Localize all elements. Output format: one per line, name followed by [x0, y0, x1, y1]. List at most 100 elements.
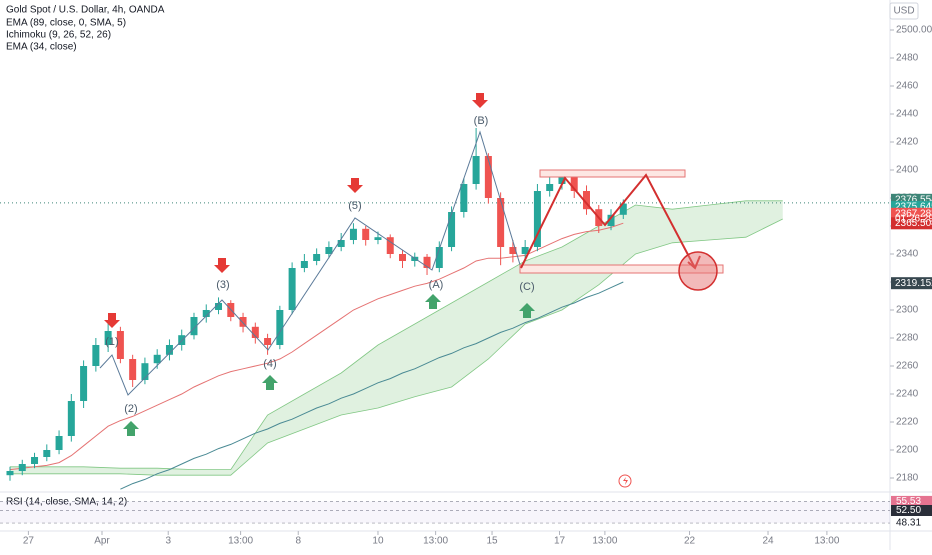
projection-path — [520, 173, 696, 269]
candle-body — [349, 228, 357, 240]
candle-body — [362, 228, 370, 240]
candle-body — [141, 363, 149, 380]
cloud-edge — [10, 218, 783, 476]
y-tick-label: 2460 — [896, 81, 919, 92]
target-circle — [678, 251, 718, 291]
wave-label: (5) — [348, 200, 361, 212]
y-tick-label: 2220 — [896, 417, 919, 428]
wave-label: (1) — [105, 336, 118, 348]
candle-body — [325, 247, 333, 254]
x-tick-label: 17 — [554, 536, 566, 547]
y-tick-label: 2400 — [896, 165, 919, 176]
candle-body — [31, 457, 39, 464]
candle-body — [276, 310, 284, 345]
rsi-badge-label: 48.31 — [896, 518, 921, 529]
rsi-band — [0, 501, 890, 524]
wave-line — [99, 130, 522, 396]
candle-body — [202, 310, 210, 317]
wave-label: (C) — [519, 281, 534, 293]
candle-body — [484, 156, 492, 198]
x-tick-label: 3 — [165, 536, 171, 547]
candle-body — [399, 254, 407, 261]
candle-body — [509, 247, 517, 254]
candle-body — [497, 198, 505, 247]
candle-body — [80, 366, 88, 401]
x-tick-label: 13:00 — [592, 536, 617, 547]
price-badge-label: 2319.152 — [895, 278, 932, 289]
candle-body — [67, 401, 75, 436]
wave-label: (A) — [429, 279, 444, 291]
indicator-label: Ichimoku (9, 26, 52, 26) — [6, 30, 111, 41]
price-badge-label: 2365.504 — [895, 218, 932, 229]
x-tick-label: 10 — [372, 536, 384, 547]
candle-body — [460, 184, 468, 212]
countdown: 01:26:29 — [895, 214, 932, 225]
y-tick-label: 2420 — [896, 137, 919, 148]
candle-body — [165, 345, 173, 355]
candle-body — [607, 214, 615, 226]
wave-label: (2) — [124, 403, 137, 415]
candle-body — [582, 191, 590, 210]
wave-label: (B) — [474, 115, 489, 127]
y-tick-label: 2500.000 — [896, 25, 932, 36]
candle-body — [116, 331, 124, 359]
candle-body — [264, 338, 272, 345]
candle-body — [374, 237, 382, 240]
wave-label: (4) — [263, 358, 276, 370]
candle-body — [448, 212, 456, 247]
candle-body — [43, 450, 51, 457]
y-tick-label: 2300 — [896, 305, 919, 316]
indicator-line — [120, 281, 624, 490]
rsi-badge — [891, 495, 932, 507]
price-badge-label: 2376.554 — [895, 194, 932, 205]
x-tick-label: Apr — [94, 536, 110, 547]
candle-body — [533, 191, 541, 247]
candle-body — [190, 317, 198, 336]
candle-body — [423, 256, 431, 268]
wave-label: (3) — [216, 279, 229, 291]
candle-body — [337, 240, 345, 247]
currency: USD — [893, 6, 914, 17]
price-badge-label: 2367.283 — [895, 208, 932, 219]
y-tick-label: 2280 — [896, 333, 919, 344]
support-zone — [519, 264, 724, 274]
event-icon-bolt — [623, 477, 628, 485]
x-tick-label: 13:00 — [228, 536, 253, 547]
currency-box[interactable] — [889, 2, 919, 20]
y-tick-label: 2340 — [896, 249, 919, 260]
indicator-label: EMA (34, close) — [6, 42, 77, 53]
candle-body — [92, 345, 100, 366]
candle-body — [288, 268, 296, 310]
x-tick-label: 24 — [762, 536, 774, 547]
x-tick-label: 22 — [684, 536, 696, 547]
candle-body — [521, 247, 529, 254]
candle-body — [300, 261, 308, 268]
rsi-badge-label: 55.53 — [896, 496, 921, 507]
rsi-badge — [891, 505, 932, 516]
x-tick-label: 15 — [486, 536, 498, 547]
rsi-title: RSI (14, close, SMA, 14, 2) — [6, 497, 127, 508]
candle-body — [251, 326, 259, 338]
chart-title: Gold Spot / U.S. Dollar, 4h, OANDA — [6, 5, 165, 16]
candle-body — [570, 177, 578, 191]
y-tick-label: 2240 — [896, 389, 919, 400]
down-arrows — [104, 93, 488, 328]
candle-body — [104, 331, 112, 345]
y-tick-label: 2200 — [896, 445, 919, 456]
indicator-label: EMA (89, close, 0, SMA, 5) — [6, 18, 126, 29]
candle-body — [472, 156, 480, 184]
price-badge — [891, 217, 932, 230]
candle-body — [129, 359, 137, 380]
candle-body — [386, 237, 394, 254]
candle-body — [239, 317, 247, 327]
candle-body — [546, 184, 554, 191]
y-tick-label: 2260 — [896, 361, 919, 372]
x-tick-label: 13:00 — [423, 536, 448, 547]
x-tick-label: 27 — [23, 536, 35, 547]
price-badge — [891, 277, 932, 290]
indicator-line — [9, 222, 624, 471]
rsi-badge — [891, 517, 932, 529]
candle-body — [435, 247, 443, 268]
